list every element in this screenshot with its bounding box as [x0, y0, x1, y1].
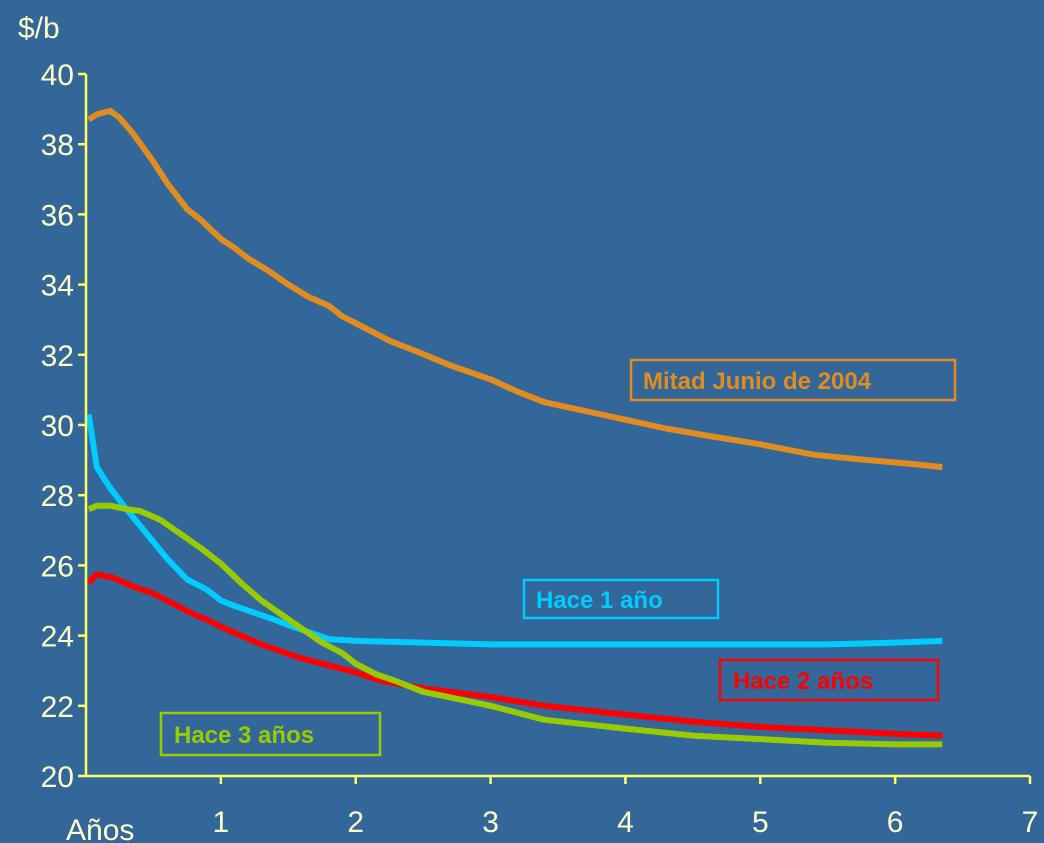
svg-text:Hace 2 años: Hace 2 años	[733, 668, 873, 695]
y-tick-label: 28	[41, 480, 74, 513]
series-line-1	[85, 414, 943, 648]
y-tick-label: 32	[41, 340, 74, 373]
x-tick-label: 7	[1022, 806, 1039, 839]
legend-label-hace-1-ano: Hace 1 año	[522, 578, 720, 620]
x-tick-label: 5	[752, 806, 769, 839]
legend-label-hace-3-anos: Hace 3 años	[159, 711, 382, 757]
y-tick-label: 20	[41, 761, 74, 794]
x-axis-label: Años	[66, 814, 134, 843]
x-tick-label: 2	[347, 806, 364, 839]
y-tick-label: 26	[41, 550, 74, 583]
series-line-2	[86, 571, 943, 739]
x-tick-label: 6	[887, 806, 904, 839]
y-tick-label: 40	[41, 59, 74, 92]
series-line-0	[87, 107, 943, 471]
x-tick-label: 4	[617, 806, 634, 839]
legend-label-hace-2-anos: Hace 2 años	[718, 658, 940, 702]
legend-label-mitad-junio-2004: Mitad Junio de 2004	[629, 358, 957, 402]
svg-text:Mitad Junio de 2004: Mitad Junio de 2004	[643, 368, 872, 395]
y-tick-label: 36	[41, 199, 74, 232]
y-tick-label: 24	[41, 621, 74, 654]
y-tick-label: 22	[41, 691, 74, 724]
svg-text:Hace 3 años: Hace 3 años	[174, 722, 314, 749]
svg-text:Hace 1 año: Hace 1 año	[536, 587, 663, 614]
y-axis-label: $/b	[18, 12, 60, 45]
axes	[78, 72, 1032, 784]
y-tick-label: 38	[41, 129, 74, 162]
y-tick-label: 34	[41, 270, 74, 303]
series-line-3	[87, 502, 943, 748]
x-tick-label: 3	[482, 806, 499, 839]
x-tick-label: 1	[213, 806, 230, 839]
series-lines	[85, 107, 943, 748]
y-tick-label: 30	[41, 410, 74, 443]
